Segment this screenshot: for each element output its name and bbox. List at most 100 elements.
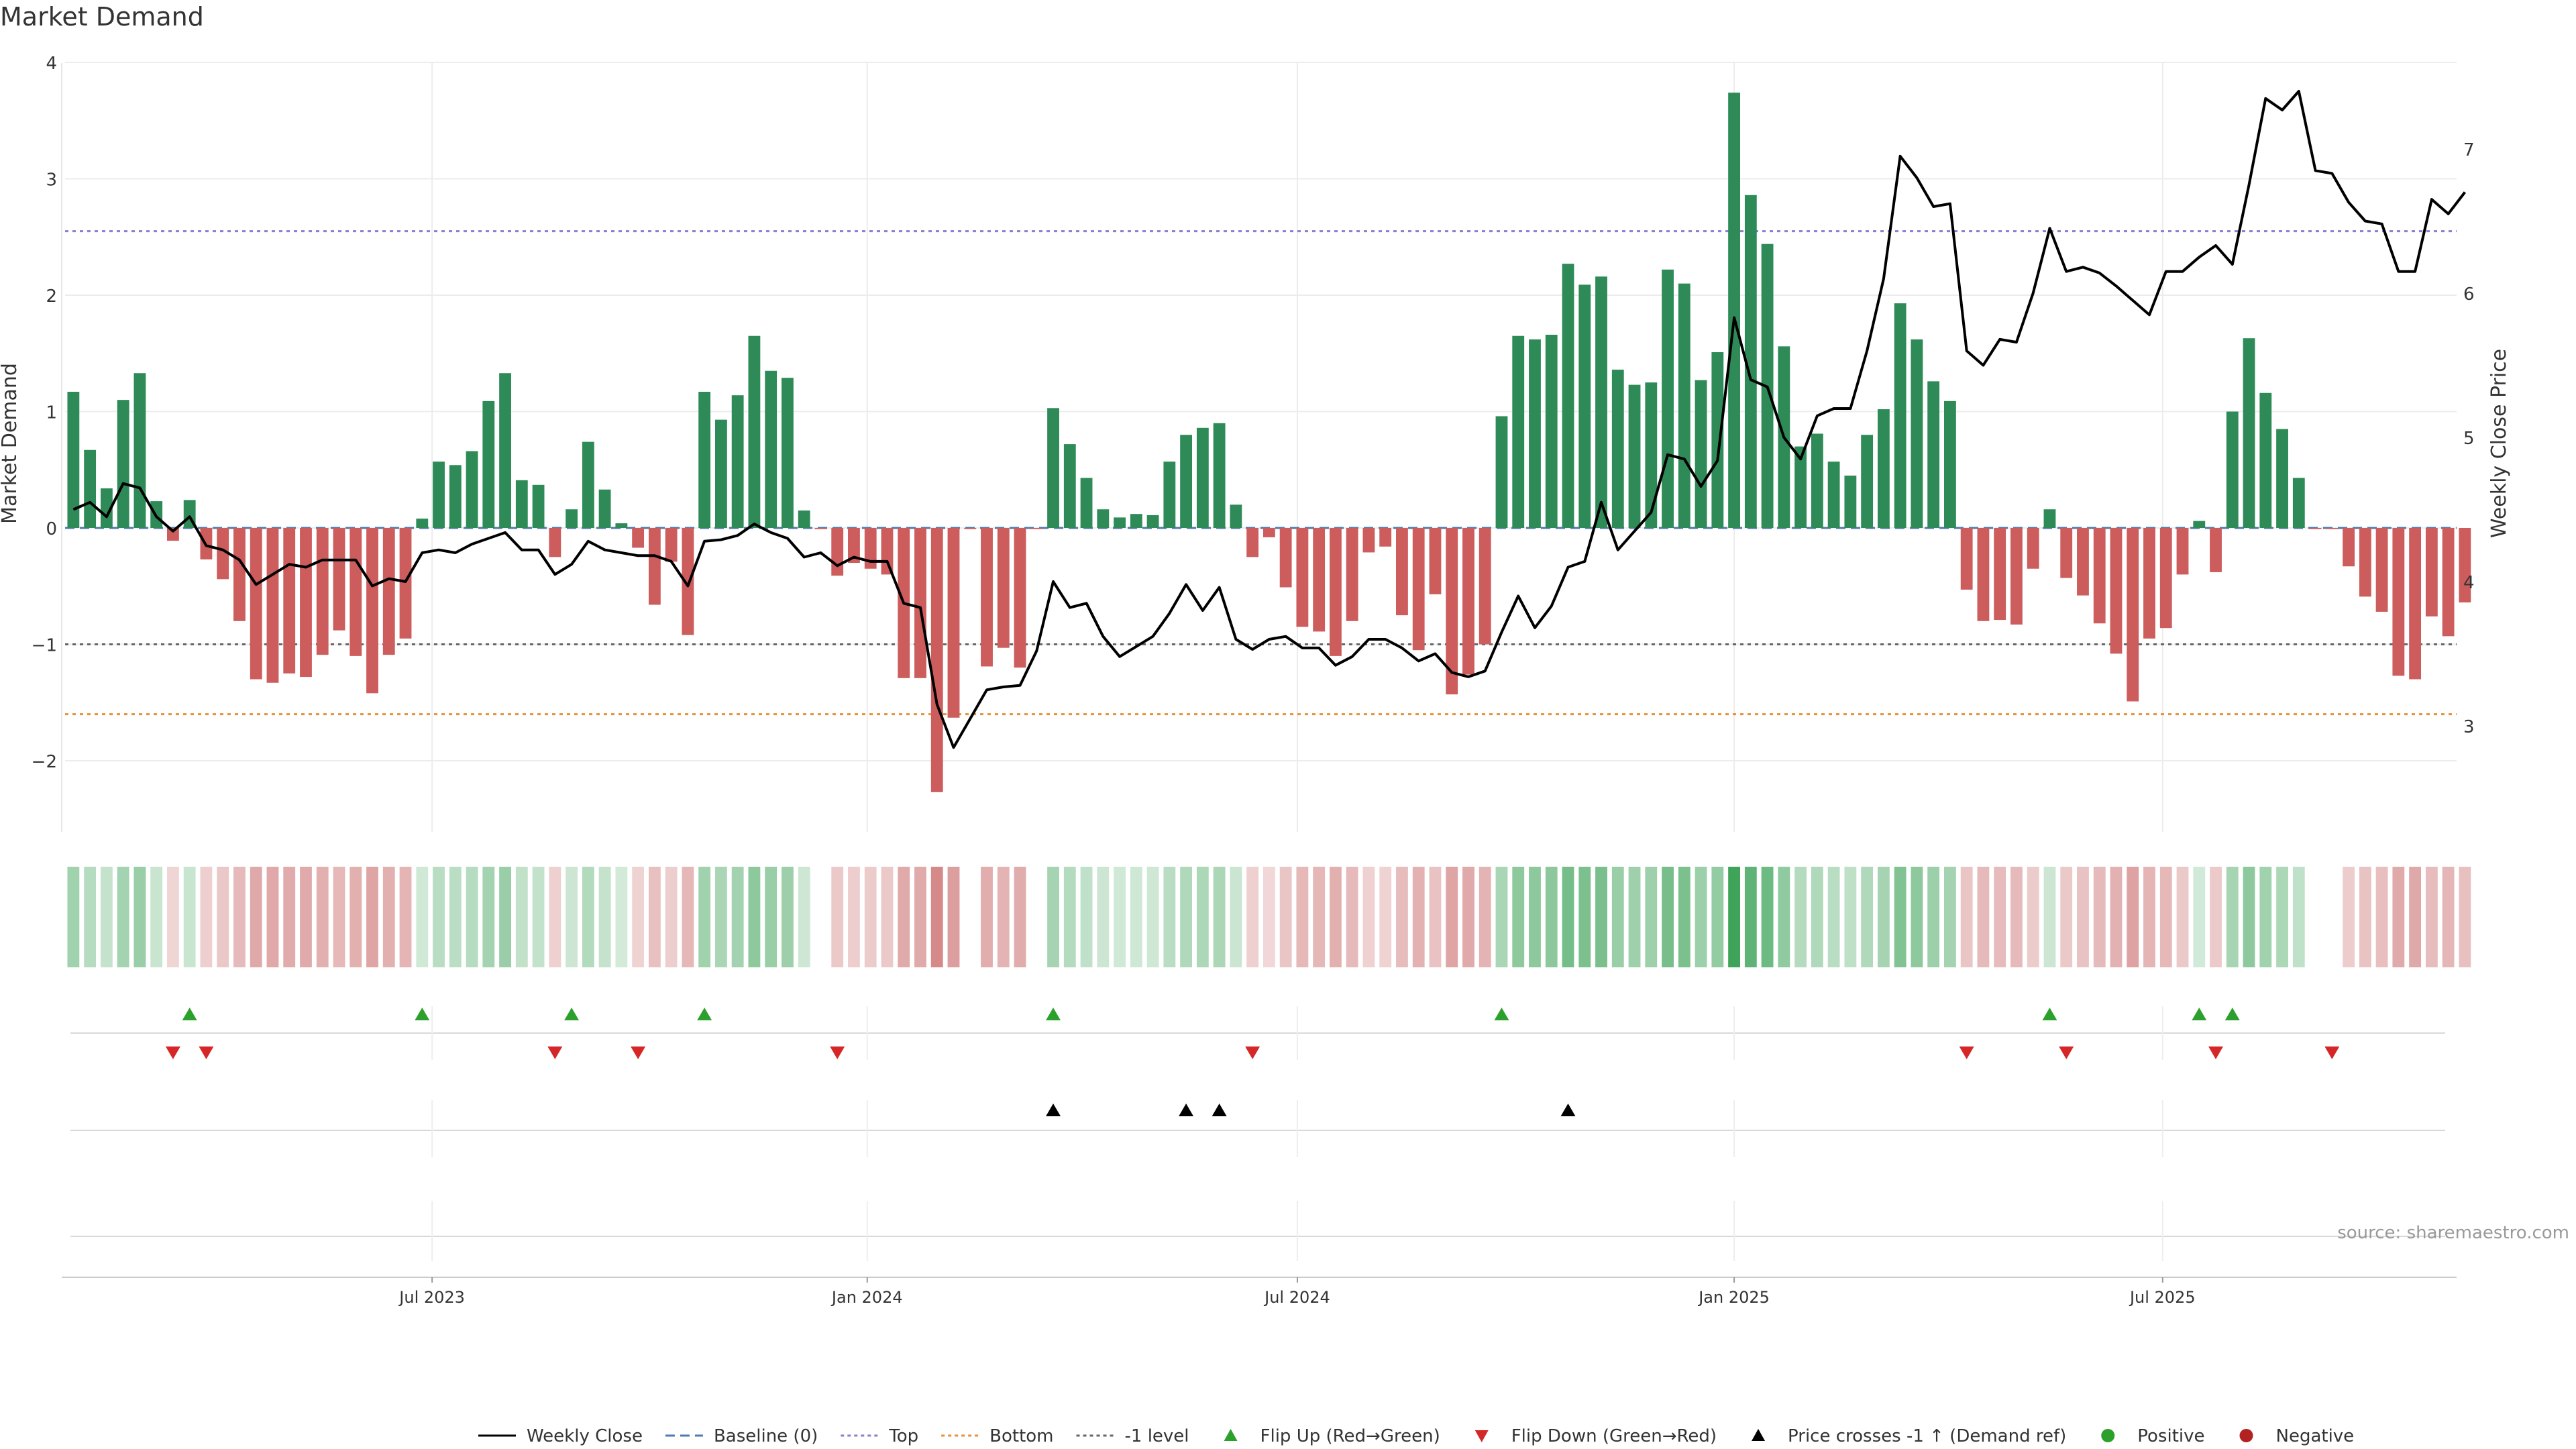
negative-bar (1379, 528, 1392, 547)
flip-down-marker (830, 1046, 845, 1059)
heat-cell (1429, 867, 1442, 967)
negative-bar (1246, 528, 1259, 557)
heat-cell (2060, 867, 2073, 967)
heat-cell (881, 867, 894, 967)
x-tick-label: Jan 2024 (830, 1288, 903, 1307)
y-tick-label: 1 (46, 403, 57, 423)
heat-cell (2210, 867, 2222, 967)
negative-bar (2359, 528, 2371, 597)
legend-symbol-positive (2101, 1429, 2115, 1442)
legend-symbol-price_cross (1752, 1429, 1766, 1441)
heat-cell (2193, 867, 2206, 967)
negative-bar (1313, 528, 1326, 632)
heat-cell (2442, 867, 2455, 967)
positive-bar (1728, 93, 1740, 529)
heat-cell (2127, 867, 2139, 967)
negative-bar (1329, 528, 1342, 656)
heat-cell (283, 867, 296, 967)
positive-bar (1562, 264, 1574, 528)
legend-label-weekly_close: Weekly Close (527, 1426, 643, 1446)
price-cross-marker (1560, 1104, 1576, 1116)
heat-cell (1611, 867, 1624, 967)
heat-cell (1794, 867, 1807, 967)
heat-cell (2392, 867, 2405, 967)
negative-bar (947, 528, 960, 718)
grid (61, 62, 2457, 832)
legend-label-top: Top (888, 1426, 918, 1446)
positive-bar (2276, 429, 2288, 528)
legend-label-baseline: Baseline (0) (714, 1426, 818, 1446)
flip-down-marker (2324, 1046, 2340, 1059)
heat-cell (2459, 867, 2471, 967)
positive-bar (1047, 408, 1059, 528)
negative-bar (881, 528, 894, 575)
y2-axis-label: Weekly Close Price (2487, 349, 2511, 538)
negative-bar (2442, 528, 2455, 637)
positive-bar (117, 400, 129, 528)
heat-cell (2409, 867, 2422, 967)
heat-cell (698, 867, 711, 967)
negative-bar (2077, 528, 2089, 596)
heat-cell (1146, 867, 1159, 967)
heat-cell (648, 867, 661, 967)
positive-bar (1230, 504, 1242, 528)
heat-cell (1479, 867, 1491, 967)
negative-bar (1346, 528, 1358, 621)
negative-bar (316, 528, 329, 655)
heat-cell (1379, 867, 1392, 967)
heat-cell (1844, 867, 1857, 967)
heat-cell (2010, 867, 2023, 967)
positive-bar (1213, 423, 1226, 528)
source-note: source: sharemaestro.com (2337, 1223, 2569, 1243)
positive-bar (782, 378, 794, 528)
negative-bar (2143, 528, 2155, 639)
heat-cell (782, 867, 794, 967)
legend-item-bottom: Bottom (941, 1426, 1054, 1446)
legend-symbol-flip_up (1224, 1429, 1238, 1441)
positive-bar (582, 441, 594, 528)
negative-bar (1279, 528, 1292, 588)
x-tick-label: Jul 2023 (398, 1288, 465, 1307)
positive-bar (598, 489, 611, 528)
heat-cell (1562, 867, 1574, 967)
heat-cell (598, 867, 611, 967)
positive-bar (1811, 433, 1823, 528)
negative-bar (2093, 528, 2106, 624)
legend-label-positive: Positive (2137, 1426, 2204, 1446)
heat-cell (100, 867, 113, 967)
flip-down-marker (1245, 1046, 1260, 1059)
positive-bar (1628, 384, 1641, 528)
positive-bar (2292, 478, 2305, 528)
y-tick-label: 3 (46, 170, 57, 191)
positive-bar (1645, 382, 1658, 528)
positive-bar (698, 392, 711, 528)
negative-bar (1014, 528, 1026, 668)
negative-bar (167, 528, 179, 541)
negative-bar (2425, 528, 2438, 616)
positive-bar (731, 395, 744, 528)
negative-bar (1030, 528, 1043, 529)
negative-bar (864, 528, 877, 569)
positive-bar (1877, 409, 1890, 528)
heat-cell (1595, 867, 1607, 967)
heat-cell (1994, 867, 2006, 967)
negative-bar (2060, 528, 2073, 578)
positive-bar (566, 509, 578, 528)
positive-bar (499, 373, 511, 528)
y2-tick-label: 7 (2463, 140, 2475, 160)
negative-bar (997, 528, 1010, 648)
positive-bar (1512, 335, 1525, 528)
heat-cell (864, 867, 877, 967)
legend-item-price_cross: Price crosses -1 ↑ (Demand ref) (1752, 1426, 2066, 1446)
heat-cell (300, 867, 312, 967)
positive-bar (100, 488, 113, 528)
heat-cell (1279, 867, 1292, 967)
heat-cell (1329, 867, 1342, 967)
legend-item-flip_up: Flip Up (Red→Green) (1224, 1426, 1440, 1446)
x-tick-label: Jan 2025 (1697, 1288, 1770, 1307)
heat-cell (1014, 867, 1026, 967)
positive-bar (67, 392, 80, 528)
negative-bar (2110, 528, 2123, 654)
legend-item-weekly_close: Weekly Close (478, 1426, 643, 1446)
